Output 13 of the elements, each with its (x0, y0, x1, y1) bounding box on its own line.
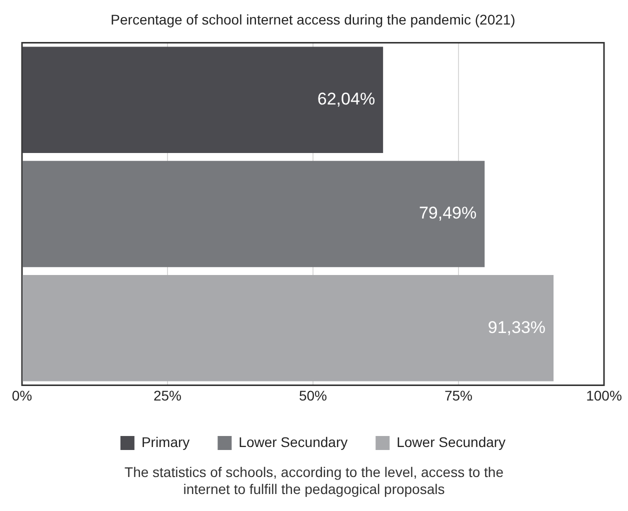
legend-label: Lower Secundary (396, 434, 506, 450)
text: The statistics of schools, according to the level, access to the internet to fulfill the pedagogical proposals (124, 464, 504, 498)
legend-label: Lower Secundary (238, 434, 348, 450)
data-label: 91,33% (488, 318, 546, 337)
data-label: 62,04% (317, 90, 376, 109)
x-tick-label: 50% (298, 387, 328, 404)
data-label: 79,49% (418, 204, 477, 223)
chart-title: Percentage of school internet access during the pandemic (2021) (110, 11, 516, 28)
x-tick-label: 25% (153, 387, 182, 404)
x-tick-label: 75% (444, 387, 473, 404)
legend-label: Primary (141, 434, 190, 450)
x-tick-label: 100% (586, 387, 622, 404)
x-tick-label: 0% (12, 387, 32, 404)
